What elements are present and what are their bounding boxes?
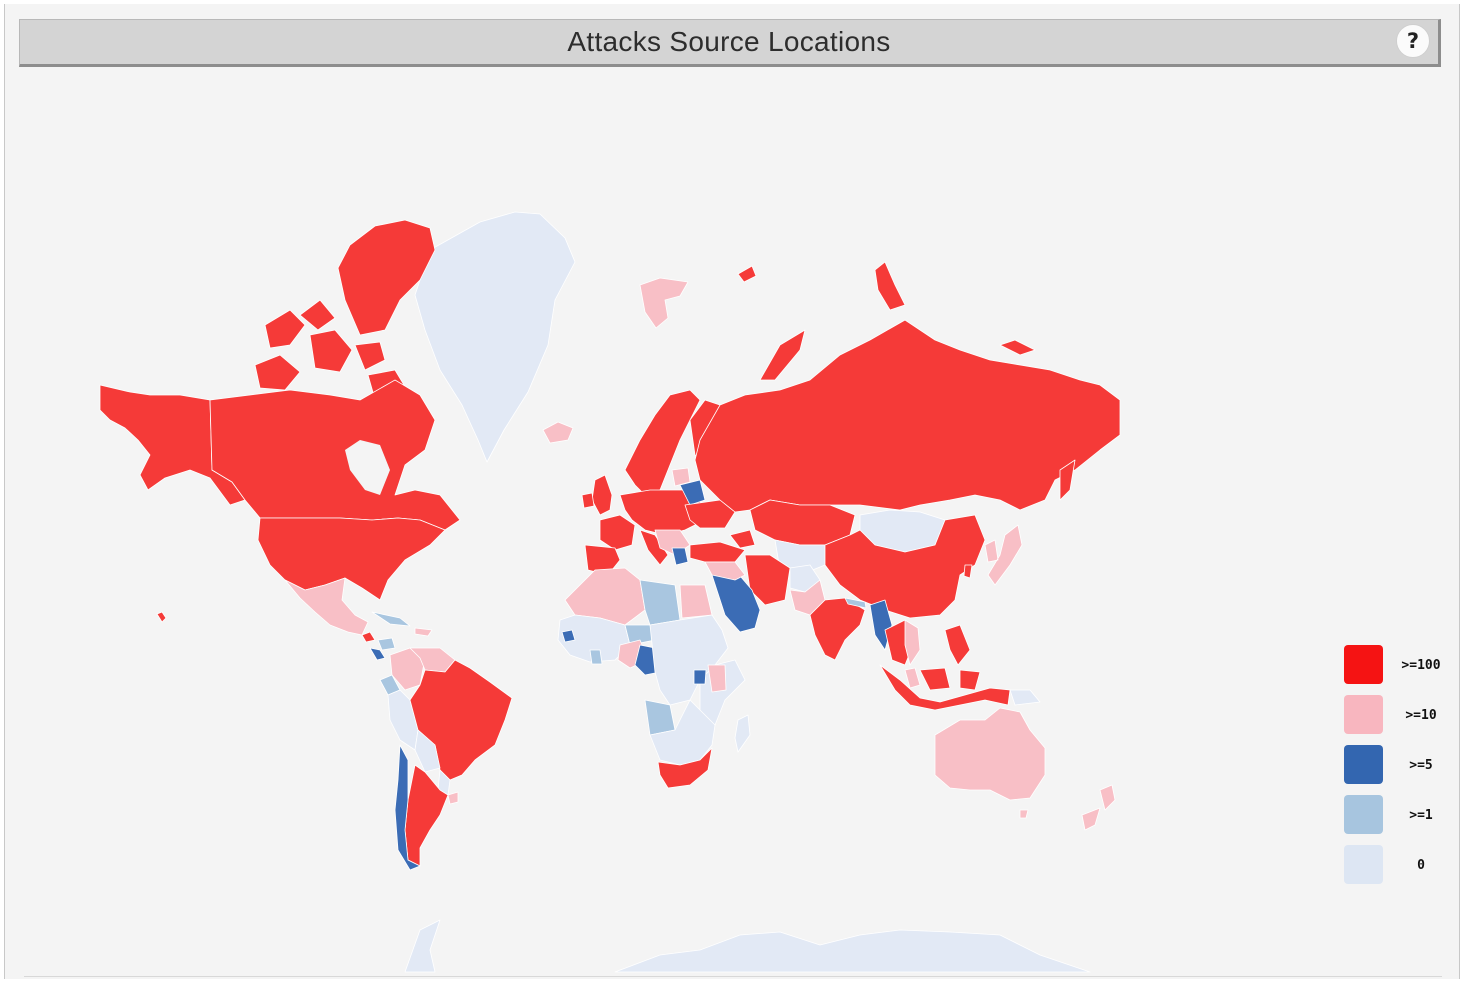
legend-item: 0 (1344, 845, 1454, 895)
region-dominican[interactable] (414, 627, 433, 637)
region-png[interactable] (1009, 689, 1041, 706)
legend-swatch (1344, 795, 1383, 834)
legend-label: >=5 (1409, 758, 1433, 773)
region-bolivia[interactable] (414, 729, 441, 773)
region-iraq-syria[interactable] (704, 561, 746, 581)
region-caucasus[interactable] (729, 529, 756, 549)
region-tanzania[interactable] (693, 669, 707, 685)
legend-item: >=100 (1344, 645, 1454, 695)
region-mexico[interactable] (284, 577, 369, 636)
legend-label: >=10 (1405, 708, 1437, 723)
map-legend: >=100 >=10 >=5 >=1 0 (1344, 645, 1454, 895)
region-china[interactable] (824, 514, 986, 619)
region-central-america[interactable] (369, 647, 386, 661)
region-turkey[interactable] (689, 541, 746, 563)
region-guatemala[interactable] (361, 631, 376, 643)
region-iberia[interactable] (584, 544, 621, 576)
region-iceland[interactable] (542, 421, 574, 444)
region-hawaii[interactable] (156, 611, 167, 623)
region-canada-arctic[interactable] (337, 219, 436, 336)
region-russia-north-isl[interactable] (759, 261, 1076, 501)
region-nepal[interactable] (844, 597, 867, 609)
legend-swatch (1344, 745, 1383, 784)
region-honduras[interactable] (377, 637, 396, 651)
region-france[interactable] (599, 514, 636, 551)
legend-label: >=1 (1409, 808, 1433, 823)
region-taiwan[interactable] (963, 564, 973, 579)
region-india[interactable] (809, 597, 866, 661)
region-southern-africa[interactable] (649, 699, 716, 766)
region-egypt[interactable] (679, 584, 713, 619)
legend-item: >=10 (1344, 695, 1454, 745)
region-usa[interactable] (257, 517, 446, 601)
region-chile[interactable] (394, 744, 421, 871)
region-usa-alaska[interactable] (99, 384, 246, 506)
region-belarus[interactable] (679, 479, 706, 506)
region-central-europe[interactable] (619, 489, 706, 536)
region-philippines[interactable] (944, 624, 971, 666)
region-italy[interactable] (639, 529, 669, 566)
region-madagascar[interactable] (734, 714, 751, 753)
region-senegal[interactable] (561, 629, 576, 643)
legend-label: >=100 (1401, 658, 1441, 673)
region-australia[interactable] (934, 707, 1046, 801)
region-south-africa[interactable] (657, 747, 713, 789)
region-cuba[interactable] (371, 611, 411, 627)
region-uk[interactable] (591, 474, 613, 516)
region-ireland[interactable] (581, 492, 595, 509)
region-kazakhstan[interactable] (749, 499, 856, 546)
legend-label: 0 (1417, 858, 1425, 873)
legend-item: >=1 (1344, 795, 1454, 845)
region-novaya-zemlya[interactable] (737, 265, 757, 283)
legend-swatch (1344, 695, 1383, 734)
region-greenland[interactable] (414, 211, 576, 463)
region-canada-islands-west[interactable] (254, 299, 411, 421)
region-baltics[interactable] (671, 467, 691, 487)
region-russia[interactable] (694, 319, 1121, 513)
region-ghana[interactable] (589, 649, 603, 665)
region-libya[interactable] (639, 579, 681, 626)
region-svalbard[interactable] (639, 277, 689, 329)
region-korea-japan[interactable] (984, 524, 1023, 586)
widget-header: Attacks Source Locations ? (19, 19, 1441, 67)
region-greece[interactable] (671, 547, 689, 566)
legend-swatch (1344, 845, 1383, 884)
region-vietnam[interactable] (904, 619, 921, 666)
legend-item: >=5 (1344, 745, 1454, 795)
region-indonesia[interactable] (879, 664, 1011, 711)
panel-bottom-divider (24, 976, 1442, 977)
region-kenya[interactable] (707, 664, 727, 693)
legend-swatch (1344, 645, 1383, 684)
region-antarctica[interactable] (404, 919, 1091, 973)
help-button[interactable]: ? (1396, 24, 1430, 58)
widget-title: Attacks Source Locations (567, 26, 891, 57)
region-canada[interactable] (209, 379, 461, 531)
region-new-zealand[interactable] (1081, 784, 1116, 831)
region-malaysia[interactable] (904, 667, 921, 689)
region-tasmania[interactable] (1019, 809, 1029, 819)
region-uruguay[interactable] (447, 791, 459, 805)
